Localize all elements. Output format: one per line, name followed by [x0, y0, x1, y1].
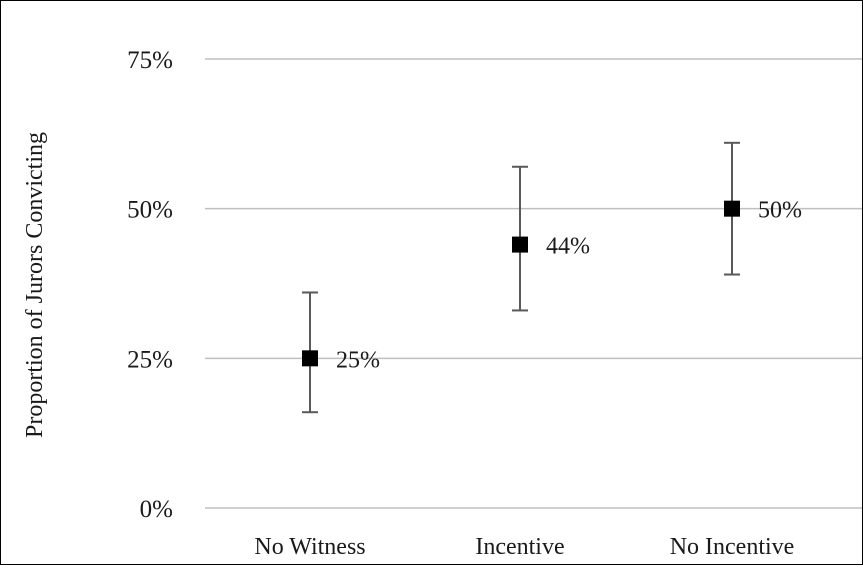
gridlines — [205, 58, 862, 509]
x-category-label: Incentive — [475, 534, 564, 560]
y-tick-label: 75% — [127, 47, 173, 74]
y-tick-label: 0% — [140, 496, 173, 523]
data-label: 50% — [758, 198, 802, 224]
y-axis-title: Proportion of Jurors Convicting — [22, 132, 48, 438]
x-category-label: No Incentive — [670, 534, 795, 560]
x-category-label: No Witness — [254, 534, 365, 560]
data-points — [302, 200, 740, 367]
data-point-marker — [302, 350, 318, 367]
data-label: 44% — [546, 234, 590, 260]
data-point-marker — [512, 236, 528, 253]
data-point-marker — [724, 200, 740, 217]
y-tick-label: 25% — [127, 346, 173, 373]
y-tick-label: 50% — [127, 197, 173, 224]
y-tick-labels: 0% 25% 50% 75% — [127, 47, 173, 523]
x-category-labels: No Witness Incentive No Incentive — [254, 534, 794, 560]
data-labels: 25% 44% 50% — [336, 198, 802, 374]
data-label: 25% — [336, 347, 380, 373]
